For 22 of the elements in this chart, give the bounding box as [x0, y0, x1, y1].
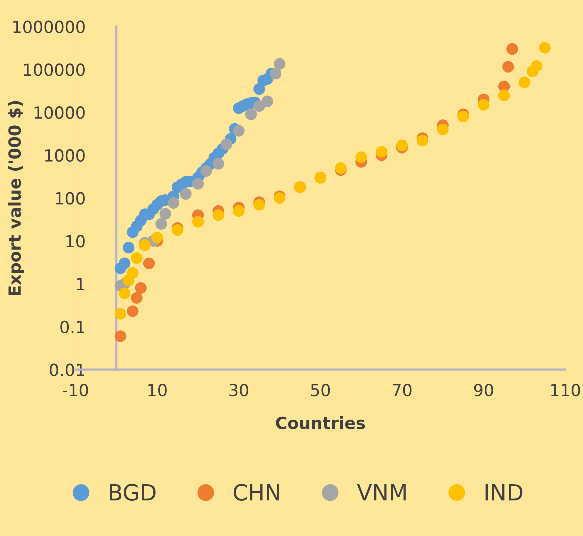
y-tick-label: 100 [56, 192, 85, 205]
x-tick-label: -10 [62, 384, 88, 397]
y-tick-label: 0.01 [50, 364, 85, 376]
legend-label: VNM [357, 484, 406, 501]
x-tick-label: 90 [474, 384, 494, 397]
legend-label: IND [486, 484, 523, 501]
x-tick-label: 50 [311, 384, 330, 397]
legend-label: BGD [110, 484, 156, 501]
x-tick-label: 110 [551, 384, 580, 397]
y-tick-label: 1 [77, 278, 85, 290]
y-tick-label: 1000000 [14, 20, 85, 34]
x-tick-label: 10 [148, 384, 167, 397]
y-tick-label: 100000 [24, 64, 85, 76]
y-tick-label: 10000 [34, 106, 85, 120]
y-tick-label: 0.1 [60, 320, 85, 334]
x-tick-label: 30 [230, 384, 249, 397]
x-tick-label: 70 [393, 384, 412, 397]
y-tick-label: 10 [66, 235, 85, 248]
y-tick-label: 1000 [45, 149, 85, 162]
y-axis-title: Export value ('000 $) [8, 101, 24, 296]
x-axis-title: Countries [276, 416, 366, 430]
legend-label: CHN [234, 484, 280, 501]
